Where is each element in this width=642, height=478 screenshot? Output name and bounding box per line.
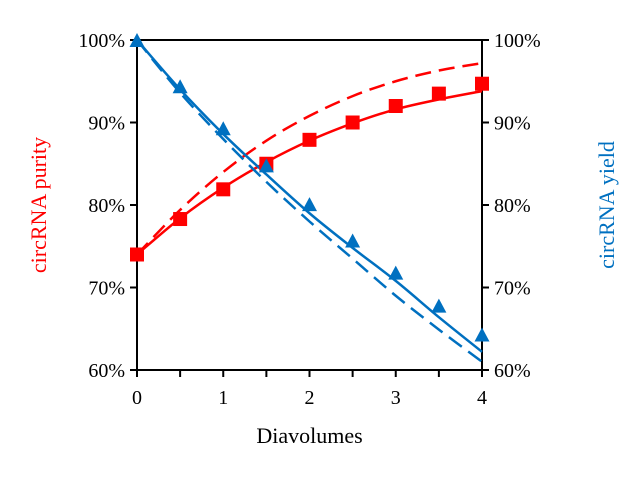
purity-data-point [388, 99, 403, 113]
purity-data-point [173, 212, 188, 227]
yield-data-point [345, 233, 361, 248]
yield-data-point [258, 158, 274, 173]
right-y-tick-label: 90% [494, 113, 531, 135]
yield-data-point [172, 79, 188, 94]
yield-data-point [388, 265, 404, 280]
x-tick-label: 2 [305, 387, 315, 409]
x-tick-label: 0 [132, 387, 142, 409]
right-y-tick-label: 60% [494, 360, 531, 382]
x-tick-label: 4 [477, 387, 487, 409]
series-layer [129, 33, 490, 363]
x-axis-title: Diavolumes [256, 423, 362, 448]
purity-dashed-model-line [136, 61, 483, 256]
right-y-tick-label: 100% [494, 30, 541, 52]
purity-data-point [216, 182, 231, 197]
right-y-axis-title: circRNA yield [594, 141, 619, 269]
purity-data-point [345, 115, 360, 130]
tick-labels: 0 1 2 3 4 60% 70% 80% 90% 100% 60% 70% 80% 90% 100% [78, 30, 540, 409]
purity-data-point [302, 132, 317, 147]
right-y-tick-label: 80% [494, 195, 531, 217]
yield-data-point [129, 33, 145, 47]
yield-data-point [215, 121, 231, 136]
left-y-tick-label: 90% [88, 113, 125, 135]
left-y-tick-label: 80% [88, 195, 125, 217]
yield-solid-model-line [136, 39, 483, 353]
yield-data-point [431, 298, 447, 313]
right-y-tick-label: 70% [494, 278, 531, 300]
purity-data-point [431, 86, 446, 101]
left-y-axis-title: circRNA purity [26, 137, 51, 273]
left-y-tick-label: 70% [88, 278, 125, 300]
yield-data-point [474, 327, 490, 342]
x-tick-label: 1 [218, 387, 228, 409]
x-tick-label: 3 [391, 387, 401, 409]
purity-data-point [130, 247, 144, 262]
purity-data-point [475, 76, 489, 91]
yield-data-point [302, 197, 317, 212]
yield-dashed-model-line [136, 39, 483, 363]
left-y-tick-label: 60% [88, 360, 125, 382]
left-y-tick-label: 100% [78, 30, 125, 52]
